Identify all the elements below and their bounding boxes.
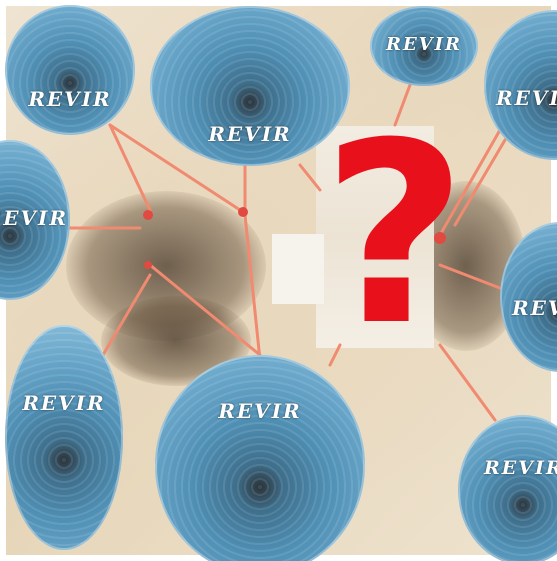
marker-dot bbox=[238, 207, 248, 217]
bubble-label: REVIR bbox=[496, 86, 557, 110]
revir-bubble-top-left: REVIR bbox=[5, 5, 135, 135]
connector-line bbox=[438, 263, 507, 292]
connector-line bbox=[438, 343, 497, 422]
connector-line bbox=[393, 83, 412, 127]
connector-line bbox=[98, 273, 152, 362]
revir-bubble-top-center: REVIR bbox=[150, 6, 350, 166]
question-mark: ? bbox=[322, 89, 468, 380]
revir-bubble-bottom-right: REVIR bbox=[458, 415, 557, 561]
bubble-label: REVIR bbox=[22, 391, 106, 415]
connector-line bbox=[328, 343, 342, 367]
revir-bubble-bottom-center: REVIR bbox=[155, 355, 365, 561]
bubble-label: REVIR bbox=[28, 87, 112, 111]
bubble-label: REVIR bbox=[512, 296, 557, 320]
revir-bubble-bottom-left: REVIR bbox=[5, 325, 123, 550]
marker-dot bbox=[144, 261, 152, 269]
connector-line bbox=[148, 263, 262, 357]
connector-line bbox=[108, 123, 242, 212]
blank-patch bbox=[316, 126, 434, 348]
bubble-label: REVIR bbox=[0, 206, 68, 230]
connector-line bbox=[298, 163, 322, 192]
connector-line bbox=[243, 213, 262, 362]
bubble-label: REVIR bbox=[385, 34, 463, 55]
connector-line bbox=[438, 128, 502, 237]
bubble-label: REVIR bbox=[208, 122, 292, 146]
revir-bubble-top-small: REVIR bbox=[370, 6, 478, 86]
bubble-label: REVIR bbox=[484, 457, 557, 479]
connector-line bbox=[108, 123, 152, 212]
marker-dot bbox=[434, 232, 446, 244]
connector-line bbox=[453, 138, 507, 227]
marker-dot bbox=[143, 210, 153, 220]
bubble-label: REVIR bbox=[218, 399, 302, 423]
blank-patch-small bbox=[272, 234, 324, 304]
